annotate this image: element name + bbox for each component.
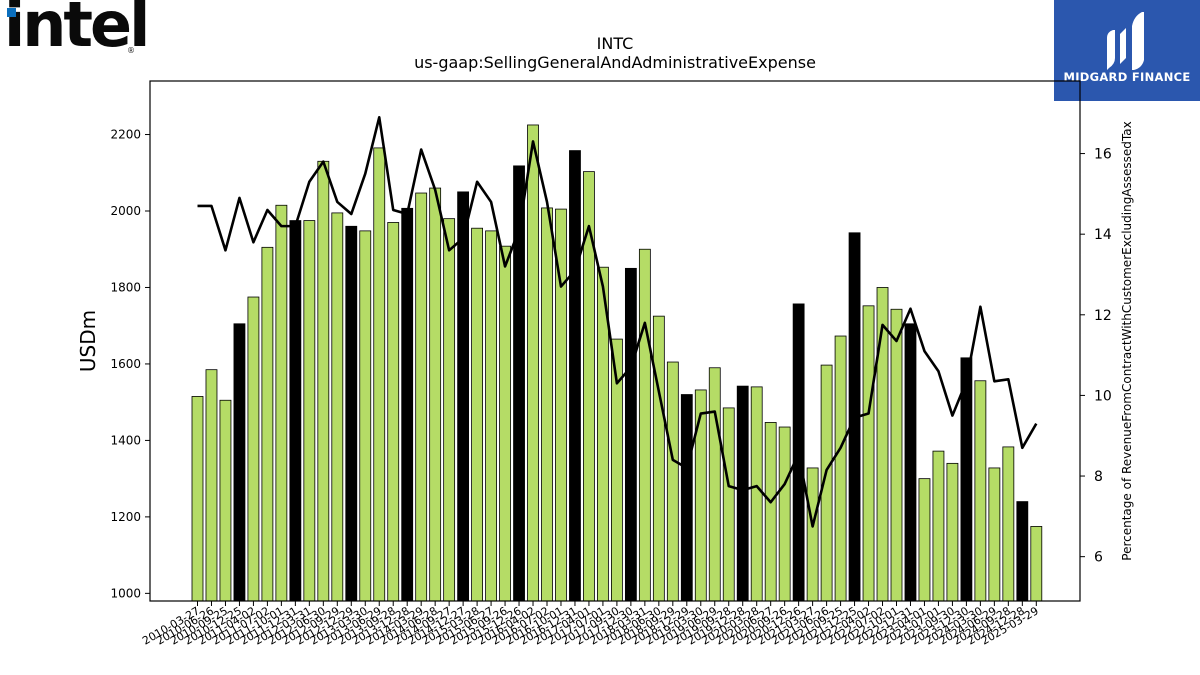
bar-2013-06-29 bbox=[373, 147, 386, 602]
bar-2012-09-29 bbox=[331, 212, 344, 602]
bar-2020-03-28 bbox=[750, 386, 763, 602]
bar-2018-12-29 bbox=[680, 394, 693, 602]
bar-2011-10-01 bbox=[275, 204, 288, 602]
bar-2024-12-28 bbox=[1016, 501, 1029, 602]
bar-2016-04-02 bbox=[527, 124, 539, 602]
midgard-logo-text: MIDGARD FINANCE bbox=[1063, 70, 1191, 84]
bar-series bbox=[191, 124, 1043, 602]
y2-tick-label: 14 bbox=[1094, 227, 1112, 243]
chart-subtitle: us-gaap:SellingGeneralAndAdministrativeE… bbox=[414, 53, 816, 72]
y2-tick-label: 10 bbox=[1094, 388, 1112, 404]
bar-2020-09-26 bbox=[778, 426, 791, 602]
bar-2015-03-28 bbox=[471, 227, 484, 602]
bar-2022-04-02 bbox=[862, 305, 875, 602]
bar-2019-09-28 bbox=[722, 407, 735, 602]
bar-2012-03-31 bbox=[303, 220, 316, 602]
bar-2011-04-02 bbox=[247, 296, 260, 602]
bar-2014-06-28 bbox=[429, 187, 442, 602]
bar-2014-12-27 bbox=[457, 191, 470, 602]
y-tick-label: 1000 bbox=[110, 586, 141, 600]
bar-2019-06-29 bbox=[708, 367, 721, 602]
bar-2023-09-30 bbox=[946, 462, 959, 602]
bar-2015-09-26 bbox=[499, 245, 511, 602]
bar-2020-06-27 bbox=[764, 422, 777, 602]
bar-2024-09-28 bbox=[1002, 446, 1015, 602]
y2-tick-label: 8 bbox=[1094, 469, 1103, 485]
bar-2011-07-02 bbox=[261, 246, 274, 602]
bar-2010-09-25 bbox=[219, 399, 232, 602]
bar-2016-12-31 bbox=[569, 150, 581, 602]
bar-2017-12-30 bbox=[624, 267, 637, 602]
y-tick-label: 1600 bbox=[110, 357, 141, 371]
bar-2012-06-30 bbox=[317, 160, 330, 602]
bar-2013-09-28 bbox=[387, 222, 400, 602]
bar-2015-06-27 bbox=[485, 230, 497, 602]
bar-2019-12-28 bbox=[736, 385, 749, 602]
intel-logo-registered-mark: ® bbox=[127, 46, 135, 55]
bar-2010-12-25 bbox=[233, 323, 246, 602]
bar-2024-03-30 bbox=[974, 380, 987, 602]
bar-2022-07-02 bbox=[876, 287, 889, 602]
bar-2010-03-27 bbox=[191, 396, 204, 602]
bar-2014-03-29 bbox=[415, 192, 428, 602]
bar-2022-10-01 bbox=[890, 308, 903, 602]
left-axis-ticks: 1000 1200 1400 1600 1800 2000 2200 bbox=[110, 128, 150, 600]
plot-frame bbox=[149, 80, 1081, 602]
intel-logo: intel ® bbox=[4, 0, 150, 61]
bar-2021-03-27 bbox=[806, 467, 819, 602]
bar-2013-03-30 bbox=[359, 230, 372, 602]
bar-2011-12-31 bbox=[289, 220, 302, 602]
bar-2018-09-29 bbox=[666, 361, 679, 602]
right-axis-ticks: 6 8 10 12 14 16 bbox=[1080, 147, 1112, 566]
x-axis-ticks: 2010-03-272010-06-262010-09-252010-12-25… bbox=[140, 601, 1041, 648]
bar-2019-03-30 bbox=[694, 389, 707, 602]
y2-tick-label: 16 bbox=[1094, 147, 1112, 163]
y2-tick-label: 12 bbox=[1094, 308, 1112, 324]
y-tick-label: 2000 bbox=[110, 204, 141, 218]
bar-2013-12-28 bbox=[401, 207, 414, 602]
bar-2022-12-31 bbox=[904, 323, 917, 602]
bar-2023-04-01 bbox=[918, 478, 931, 602]
bar-2023-07-01 bbox=[932, 450, 945, 602]
bar-2016-07-02 bbox=[541, 207, 553, 602]
y2-tick-label: 6 bbox=[1094, 550, 1103, 566]
y-axis-label: USDm bbox=[76, 310, 100, 372]
midgard-logo-mark-icon bbox=[1107, 12, 1144, 70]
y-tick-label: 2200 bbox=[110, 128, 141, 142]
bar-2020-12-26 bbox=[792, 303, 805, 602]
bar-2021-09-25 bbox=[834, 335, 847, 602]
bar-2025-03-29 bbox=[1030, 526, 1043, 602]
bar-2024-06-29 bbox=[988, 467, 1001, 602]
y-tick-label: 1800 bbox=[110, 280, 141, 294]
intel-logo-text: intel bbox=[4, 0, 150, 61]
y2-axis-label: Percentage of RevenueFromContractWithCus… bbox=[1120, 121, 1134, 560]
percentage-line bbox=[197, 115, 1038, 528]
chart-title: INTC bbox=[597, 34, 634, 53]
bar-2012-12-29 bbox=[345, 225, 358, 602]
y-tick-label: 1400 bbox=[110, 433, 141, 447]
bar-2023-12-30 bbox=[960, 357, 973, 602]
bar-2010-06-26 bbox=[205, 369, 218, 602]
bar-2014-09-27 bbox=[443, 218, 456, 602]
y-tick-label: 1200 bbox=[110, 510, 141, 524]
line-series bbox=[197, 115, 1038, 528]
bar-2018-06-30 bbox=[652, 315, 665, 602]
midgard-finance-logo: MIDGARD FINANCE bbox=[1054, 0, 1200, 101]
bar-2018-03-31 bbox=[638, 248, 651, 602]
intel-logo-dot bbox=[7, 8, 16, 17]
